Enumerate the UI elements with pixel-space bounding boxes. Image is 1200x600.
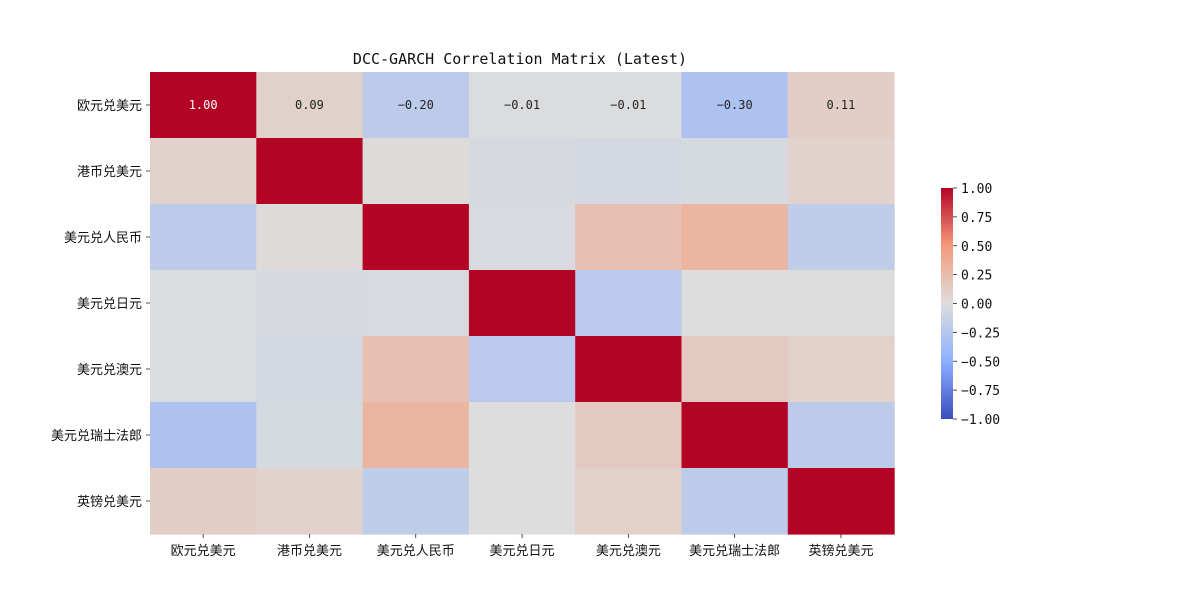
column-tick-label: 美元兑人民币 [377, 544, 455, 559]
heatmap-cell-r4-c2 [362, 336, 470, 403]
heatmap-cell-r6-c1 [256, 468, 364, 535]
heatmap-cell-r5-c6 [787, 402, 895, 469]
heatmap-cell-r2-c0 [150, 204, 257, 271]
heatmap-cell-r3-c1 [256, 270, 364, 337]
heatmap-cell-r1-c1 [256, 138, 364, 205]
heatmap-cell-r4-c1 [256, 336, 364, 403]
colorbar-tick-label: −1.00 [961, 413, 1000, 428]
heatmap-cell-r6-c2 [362, 468, 470, 535]
column-tick-label: 美元兑瑞士法郎 [689, 544, 780, 559]
column-tick-label: 欧元兑美元 [171, 544, 236, 559]
heatmap-cell-r6-c4 [575, 468, 683, 535]
heatmap-cell-r5-c0 [150, 402, 257, 469]
heatmap-cell-r1-c0 [150, 138, 257, 205]
heatmap-cell-r4-c5 [681, 336, 789, 403]
heatmap-cell-r2-c6 [787, 204, 895, 271]
heatmap-cell-r0-c1 [256, 72, 364, 139]
colorbar-tick-label: 0.25 [961, 269, 992, 284]
heatmap-cell-r6-c3 [468, 468, 576, 535]
heatmap-cell-r1-c6 [787, 138, 895, 205]
heatmap-cell-r0-c4 [575, 72, 683, 139]
heatmap-cell-r3-c5 [681, 270, 789, 337]
heatmap-cell-r0-c5 [681, 72, 789, 139]
colorbar-tick-label: 0.00 [961, 298, 992, 313]
column-tick-labels: 欧元兑美元 港币兑美元 美元兑人民币 美元兑日元 美元兑澳元 美元兑瑞士法郎 英镑兑美元 [171, 534, 873, 559]
row-tick-label: 美元兑澳元 [77, 362, 142, 378]
column-tick-label: 英镑兑美元 [808, 543, 873, 559]
heatmap-cell-r6-c5 [681, 468, 789, 535]
heatmap-cell-r6-c0 [150, 468, 257, 535]
heatmap-cell-r4-c0 [150, 336, 257, 403]
heatmap-cell-r3-c2 [362, 270, 470, 337]
heatmap-cell-r3-c6 [787, 270, 895, 337]
colorbar-tick-label: −0.25 [961, 326, 1000, 341]
colorbar-tick-label: 1.00 [961, 182, 992, 197]
heatmap-cell-r2-c1 [256, 204, 364, 271]
heatmap-cell-r3-c0 [150, 270, 257, 337]
colorbar-tick-label: 0.75 [961, 211, 992, 226]
cell-value-label: −0.30 [717, 98, 753, 112]
heatmap-cell-r4-c4 [575, 336, 683, 403]
colorbar-gradient [941, 188, 953, 419]
heatmap-cell-r2-c2 [362, 204, 470, 271]
cell-value-label: 0.09 [295, 98, 324, 112]
colorbar-tick-label: −0.50 [961, 355, 1000, 370]
row-tick-label: 美元兑日元 [77, 297, 142, 312]
colorbar: 1.00 0.75 0.50 0.25 0.00 −0.25 −0.50 −0.75 −1.00 [941, 182, 1000, 428]
colorbar-tick-label: 0.50 [961, 240, 992, 255]
heatmap-cell-r1-c2 [362, 138, 470, 205]
cell-value-label: −0.20 [398, 98, 434, 112]
heatmap-cell-r0-c3 [468, 72, 576, 139]
heatmap-cell-r3-c3 [468, 270, 576, 337]
cell-value-label: −0.01 [504, 98, 540, 112]
cell-value-label: 1.00 [189, 98, 218, 112]
heatmap-cell-r5-c3 [468, 402, 576, 469]
heatmap-cell-r1-c5 [681, 138, 789, 205]
heatmap-cell-r5-c1 [256, 402, 364, 469]
heatmap-cell-r1-c3 [468, 138, 576, 205]
colorbar-tick-label: −0.75 [961, 384, 1000, 399]
row-tick-label: 美元兑人民币 [64, 231, 142, 246]
column-tick-label: 美元兑日元 [490, 544, 555, 559]
heatmap-cell-r0-c0 [150, 72, 257, 139]
column-tick-label: 美元兑澳元 [596, 543, 661, 559]
heatmap-annotations: 1.00 0.09 −0.20 −0.01 −0.01 −0.30 0.11 [189, 98, 856, 112]
heatmap-cell-r1-c4 [575, 138, 683, 205]
cell-value-label: −0.01 [610, 98, 646, 112]
column-tick-label: 港币兑美元 [277, 544, 342, 559]
heatmap-cell-r2-c3 [468, 204, 576, 271]
row-tick-label: 欧元兑美元 [77, 99, 142, 114]
heatmap-cell-r2-c5 [681, 204, 789, 271]
cell-value-label: 0.11 [826, 98, 855, 112]
heatmap-cell-r5-c4 [575, 402, 683, 469]
heatmap-cell-r5-c2 [362, 402, 470, 469]
chart-title: DCC-GARCH Correlation Matrix (Latest) [353, 50, 687, 68]
row-tick-label: 港币兑美元 [77, 165, 142, 180]
heatmap-cells [150, 72, 895, 535]
heatmap-cell-r6-c6 [787, 468, 895, 535]
heatmap-cell-r5-c5 [681, 402, 789, 469]
heatmap-cell-r4-c6 [787, 336, 895, 403]
heatmap-cell-r0-c6 [787, 72, 895, 139]
heatmap-cell-r0-c2 [362, 72, 470, 139]
heatmap-cell-r4-c3 [468, 336, 576, 403]
heatmap-cell-r3-c4 [575, 270, 683, 337]
row-tick-label: 英镑兑美元 [77, 494, 142, 510]
row-tick-label: 美元兑瑞士法郎 [51, 429, 142, 444]
heatmap-cell-r2-c4 [575, 204, 683, 271]
